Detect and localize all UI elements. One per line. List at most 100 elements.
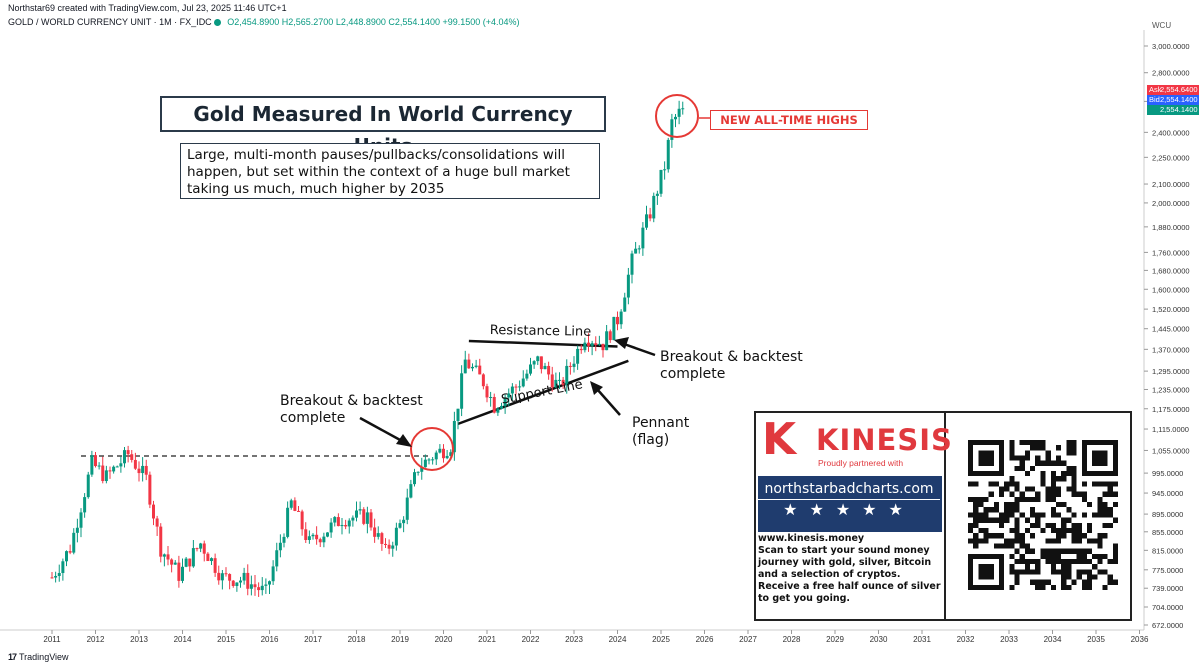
qr-module	[1097, 512, 1103, 518]
qr-module	[1102, 533, 1108, 539]
price-tick-label: 3,000.0000	[1152, 42, 1190, 51]
breakout-label-right-line1: Breakout & backtest	[660, 349, 803, 365]
qr-module	[1107, 512, 1113, 518]
candle-body	[427, 459, 431, 461]
qr-module	[1055, 533, 1062, 539]
qr-module	[1112, 548, 1118, 554]
qr-module	[1040, 460, 1046, 466]
time-tick-label: 2017	[304, 635, 322, 644]
qr-module	[988, 507, 994, 513]
qr-module	[1081, 460, 1087, 466]
candle-body	[257, 587, 261, 591]
qr-module	[1071, 471, 1077, 477]
promo-url[interactable]: www.kinesis.money	[758, 533, 865, 544]
qr-module	[1092, 481, 1098, 487]
qr-module	[993, 502, 1000, 508]
qr-module	[1030, 496, 1036, 503]
qr-module	[1086, 527, 1093, 534]
price-tick-label: 815.0000	[1152, 546, 1183, 555]
qr-module	[1112, 553, 1118, 559]
candle-body	[297, 510, 300, 512]
candle-body	[376, 533, 380, 537]
candle-body	[645, 214, 648, 228]
time-tick-label: 2025	[652, 635, 670, 644]
qr-module	[999, 465, 1005, 472]
candle-body	[547, 365, 551, 375]
qr-module	[1045, 548, 1051, 554]
qr-module	[1081, 548, 1087, 554]
qr-module	[1035, 512, 1041, 518]
qr-module	[1050, 538, 1056, 544]
price-tick-label: 1,520.0000	[1152, 305, 1190, 314]
qr-code-icon[interactable]	[968, 440, 1118, 590]
candle-body	[54, 575, 58, 578]
symbol-bar[interactable]: GOLD / WORLD CURRENCY UNIT · 1M · FX_IDC…	[8, 17, 520, 27]
qr-module	[1019, 569, 1025, 575]
qr-module	[1035, 440, 1041, 446]
candle-body	[228, 574, 232, 581]
qr-module	[1086, 579, 1093, 585]
qr-module	[999, 543, 1005, 549]
qr-module	[1055, 460, 1062, 466]
price-tick-label: 1,295.0000	[1152, 367, 1190, 376]
qr-module	[973, 512, 979, 518]
time-tick-label: 2012	[87, 635, 105, 644]
qr-module	[968, 455, 974, 461]
qr-module	[983, 527, 989, 534]
qr-module	[978, 502, 984, 508]
candle-body	[481, 374, 485, 387]
qr-module	[983, 533, 989, 539]
qr-module	[1102, 553, 1108, 559]
candle-body	[286, 507, 290, 537]
qr-module	[968, 527, 974, 534]
tradingview-logo[interactable]: 17 TradingView	[8, 652, 69, 662]
candle-body	[307, 536, 311, 540]
qr-module	[1066, 450, 1072, 456]
qr-module	[1055, 569, 1062, 575]
candle-body	[181, 566, 184, 581]
qr-module	[1081, 465, 1087, 472]
qr-module	[1066, 507, 1072, 513]
candle-body	[115, 466, 119, 468]
candle-body	[529, 364, 532, 374]
candle-body	[492, 396, 496, 413]
qr-module	[1071, 476, 1077, 482]
qr-module	[1102, 507, 1108, 513]
qr-module	[968, 512, 974, 518]
price-tick-label: 945.0000	[1152, 489, 1183, 498]
qr-module	[1004, 486, 1010, 492]
qr-module	[1014, 538, 1020, 544]
candle-body	[141, 465, 145, 474]
qr-module	[1035, 584, 1041, 590]
qr-module	[1102, 481, 1108, 487]
candle-body	[616, 316, 619, 325]
qr-module	[1014, 465, 1020, 472]
qr-module	[978, 460, 984, 466]
candle-body	[355, 510, 358, 518]
qr-module	[968, 460, 974, 466]
qr-module	[973, 502, 979, 508]
qr-module	[988, 584, 994, 590]
candle-body	[210, 558, 213, 562]
candle-body	[637, 248, 641, 250]
candle-body	[130, 454, 134, 460]
qr-module	[1024, 486, 1031, 492]
qr-module	[1014, 574, 1020, 580]
qr-module	[993, 507, 1000, 513]
symbol-name[interactable]: GOLD / WORLD CURRENCY UNIT · 1M · FX_IDC	[8, 17, 212, 27]
qr-module	[1071, 548, 1077, 554]
candle-body	[333, 517, 337, 523]
qr-module	[1102, 471, 1108, 477]
chart-title: Gold Measured In World Currency Units	[160, 96, 606, 158]
qr-module	[1040, 548, 1046, 554]
qr-module	[1055, 527, 1062, 534]
arrow-left-head	[396, 434, 412, 447]
qr-module	[1055, 476, 1062, 482]
candle-body	[304, 529, 308, 540]
price-tag-prefix: Ask	[1149, 85, 1162, 94]
northstar-site[interactable]: northstarbadcharts.com	[764, 481, 934, 497]
qr-module	[1009, 450, 1015, 456]
qr-module	[1081, 496, 1087, 503]
qr-module	[973, 584, 979, 590]
qr-module	[988, 440, 994, 446]
